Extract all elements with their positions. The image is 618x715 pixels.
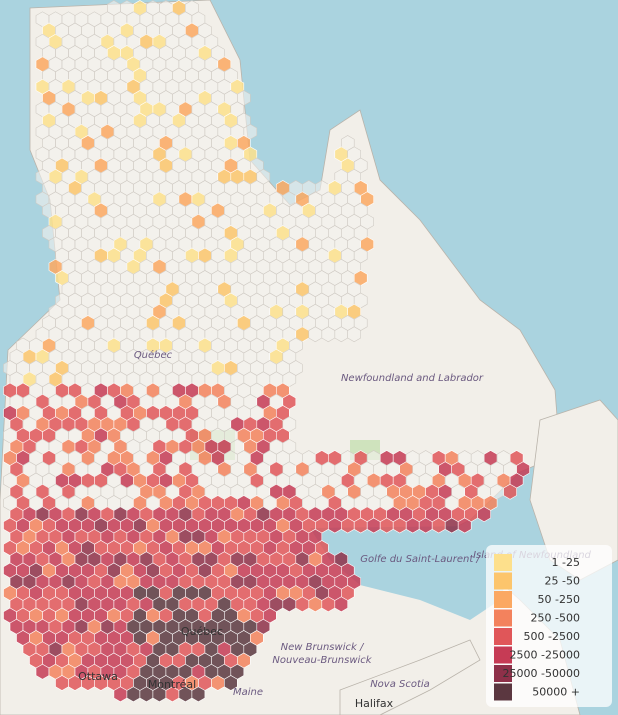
hex-layer: [3, 0, 530, 703]
hex-cell: [457, 517, 472, 534]
legend-swatch: [494, 628, 512, 645]
legend-box: [486, 545, 612, 707]
hex-cell: [477, 506, 491, 523]
nova-scotia: [339, 639, 481, 715]
region-label: Newfoundland and Labrador: [341, 373, 484, 384]
legend-label: 1 -25: [552, 556, 580, 569]
legend-swatch: [494, 554, 512, 571]
city-label: Québec: [181, 625, 223, 638]
legend-swatch: [494, 591, 512, 608]
legend-swatch: [494, 683, 512, 701]
legend-swatch: [494, 646, 512, 664]
legend: 1 -25 25 -50 50 -250 250 -500 500 -2500 2500 …: [494, 554, 580, 701]
legend-swatch: [494, 665, 512, 682]
legend-swatch: [494, 609, 512, 627]
hex-cell: [347, 326, 361, 343]
legend-label: 500 -2500: [524, 630, 580, 643]
hex-cell: [503, 483, 517, 500]
region-label: Québec: [134, 349, 173, 361]
legend-label: 50000 +: [532, 686, 580, 699]
region-label: New Brunswick /: [281, 642, 365, 653]
legend-label: 25 -50: [545, 575, 580, 588]
hex-cell: [334, 596, 348, 613]
region-label: Maine: [233, 687, 263, 698]
city-label: Montréal: [148, 678, 196, 691]
city-label: Halifax: [355, 697, 394, 710]
legend-label: 50 -250: [538, 593, 580, 606]
legend-label: 2500 -25000: [510, 649, 580, 662]
hex-cell: [191, 686, 206, 703]
hex-cell: [224, 675, 238, 691]
region-label: Nouveau-Brunswick: [272, 655, 372, 666]
region-label: Nova Scotia: [370, 679, 430, 690]
city-label: Ottawa: [78, 670, 118, 683]
legend-label: 25000 -50000: [503, 667, 580, 680]
legend-label: 250 -500: [531, 612, 580, 625]
gulf: [310, 526, 520, 620]
region-label: Golfe du Saint-Laurent /: [360, 554, 481, 565]
legend-swatch: [494, 572, 512, 590]
